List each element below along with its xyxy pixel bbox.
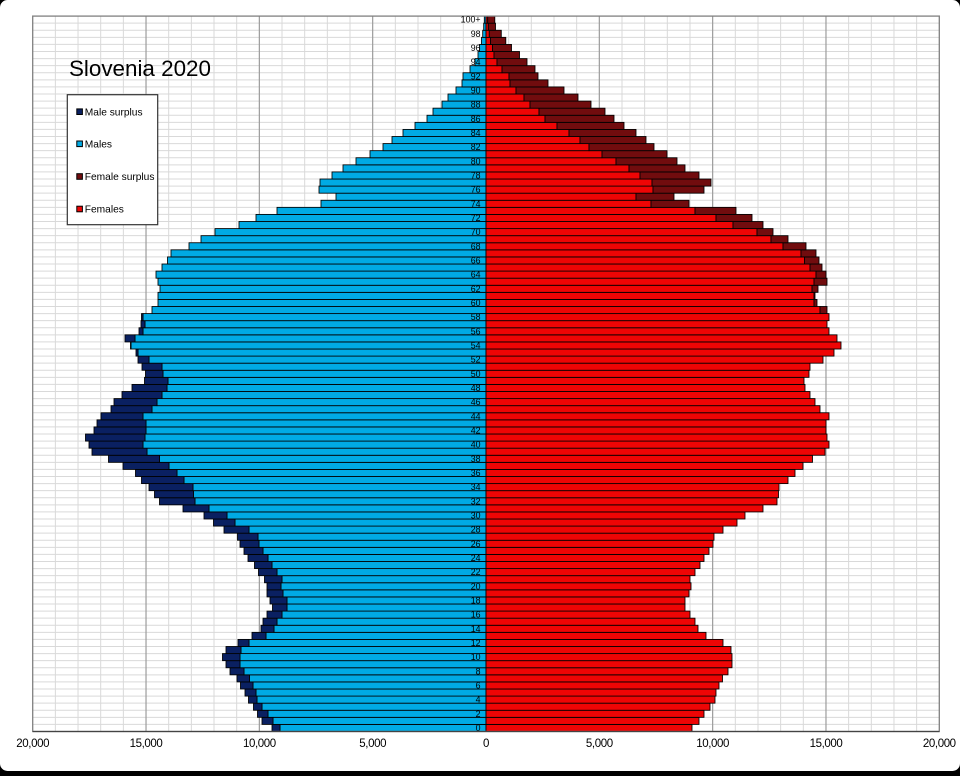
svg-text:74: 74 [471, 199, 481, 209]
svg-text:62: 62 [471, 284, 481, 294]
svg-text:42: 42 [471, 426, 481, 436]
svg-text:86: 86 [471, 114, 481, 124]
svg-text:Slovenia 2020: Slovenia 2020 [69, 56, 211, 81]
svg-text:15,000: 15,000 [810, 738, 843, 750]
svg-text:52: 52 [471, 355, 481, 365]
svg-text:0: 0 [476, 723, 481, 733]
svg-text:96: 96 [471, 43, 481, 53]
svg-text:90: 90 [471, 86, 481, 96]
svg-text:16: 16 [471, 610, 481, 620]
svg-text:78: 78 [471, 171, 481, 181]
svg-text:54: 54 [471, 341, 481, 351]
svg-text:Males: Males [85, 139, 112, 150]
svg-text:64: 64 [471, 270, 481, 280]
svg-text:60: 60 [471, 298, 481, 308]
svg-text:10,000: 10,000 [243, 738, 276, 750]
svg-text:26: 26 [471, 539, 481, 549]
svg-text:4: 4 [476, 695, 481, 705]
svg-text:Male surplus: Male surplus [85, 107, 143, 118]
svg-text:68: 68 [471, 241, 481, 251]
svg-text:36: 36 [471, 468, 481, 478]
svg-text:34: 34 [471, 482, 481, 492]
svg-text:6: 6 [476, 681, 481, 691]
svg-text:2: 2 [476, 709, 481, 719]
svg-text:46: 46 [471, 397, 481, 407]
svg-text:66: 66 [471, 256, 481, 266]
svg-text:82: 82 [471, 142, 481, 152]
svg-text:5,000: 5,000 [359, 738, 386, 750]
svg-text:18: 18 [471, 596, 481, 606]
svg-text:70: 70 [471, 227, 481, 237]
svg-text:12: 12 [471, 638, 481, 648]
svg-text:84: 84 [471, 128, 481, 138]
svg-text:76: 76 [471, 185, 481, 195]
svg-text:22: 22 [471, 567, 481, 577]
svg-text:48: 48 [471, 383, 481, 393]
svg-text:Females: Females [85, 205, 124, 216]
svg-text:50: 50 [471, 369, 481, 379]
svg-text:92: 92 [471, 71, 481, 81]
svg-text:40: 40 [471, 440, 481, 450]
svg-text:20,000: 20,000 [16, 738, 49, 750]
svg-text:10,000: 10,000 [696, 738, 729, 750]
svg-text:10: 10 [471, 652, 481, 662]
svg-text:8: 8 [476, 666, 481, 676]
svg-text:32: 32 [471, 496, 481, 506]
svg-text:94: 94 [471, 57, 481, 67]
svg-text:80: 80 [471, 156, 481, 166]
svg-text:38: 38 [471, 454, 481, 464]
svg-text:15,000: 15,000 [130, 738, 163, 750]
svg-text:88: 88 [471, 100, 481, 110]
svg-text:24: 24 [471, 553, 481, 563]
svg-text:20,000: 20,000 [923, 738, 956, 750]
svg-text:58: 58 [471, 312, 481, 322]
svg-text:98: 98 [471, 29, 481, 39]
svg-text:14: 14 [471, 624, 481, 634]
svg-text:20: 20 [471, 581, 481, 591]
svg-text:56: 56 [471, 326, 481, 336]
svg-text:5,000: 5,000 [586, 738, 613, 750]
svg-text:100+: 100+ [461, 15, 481, 25]
svg-text:28: 28 [471, 525, 481, 535]
svg-text:72: 72 [471, 213, 481, 223]
svg-text:30: 30 [471, 511, 481, 521]
svg-text:Female surplus: Female surplus [85, 172, 155, 183]
svg-text:44: 44 [471, 411, 481, 421]
svg-text:0: 0 [483, 738, 489, 750]
